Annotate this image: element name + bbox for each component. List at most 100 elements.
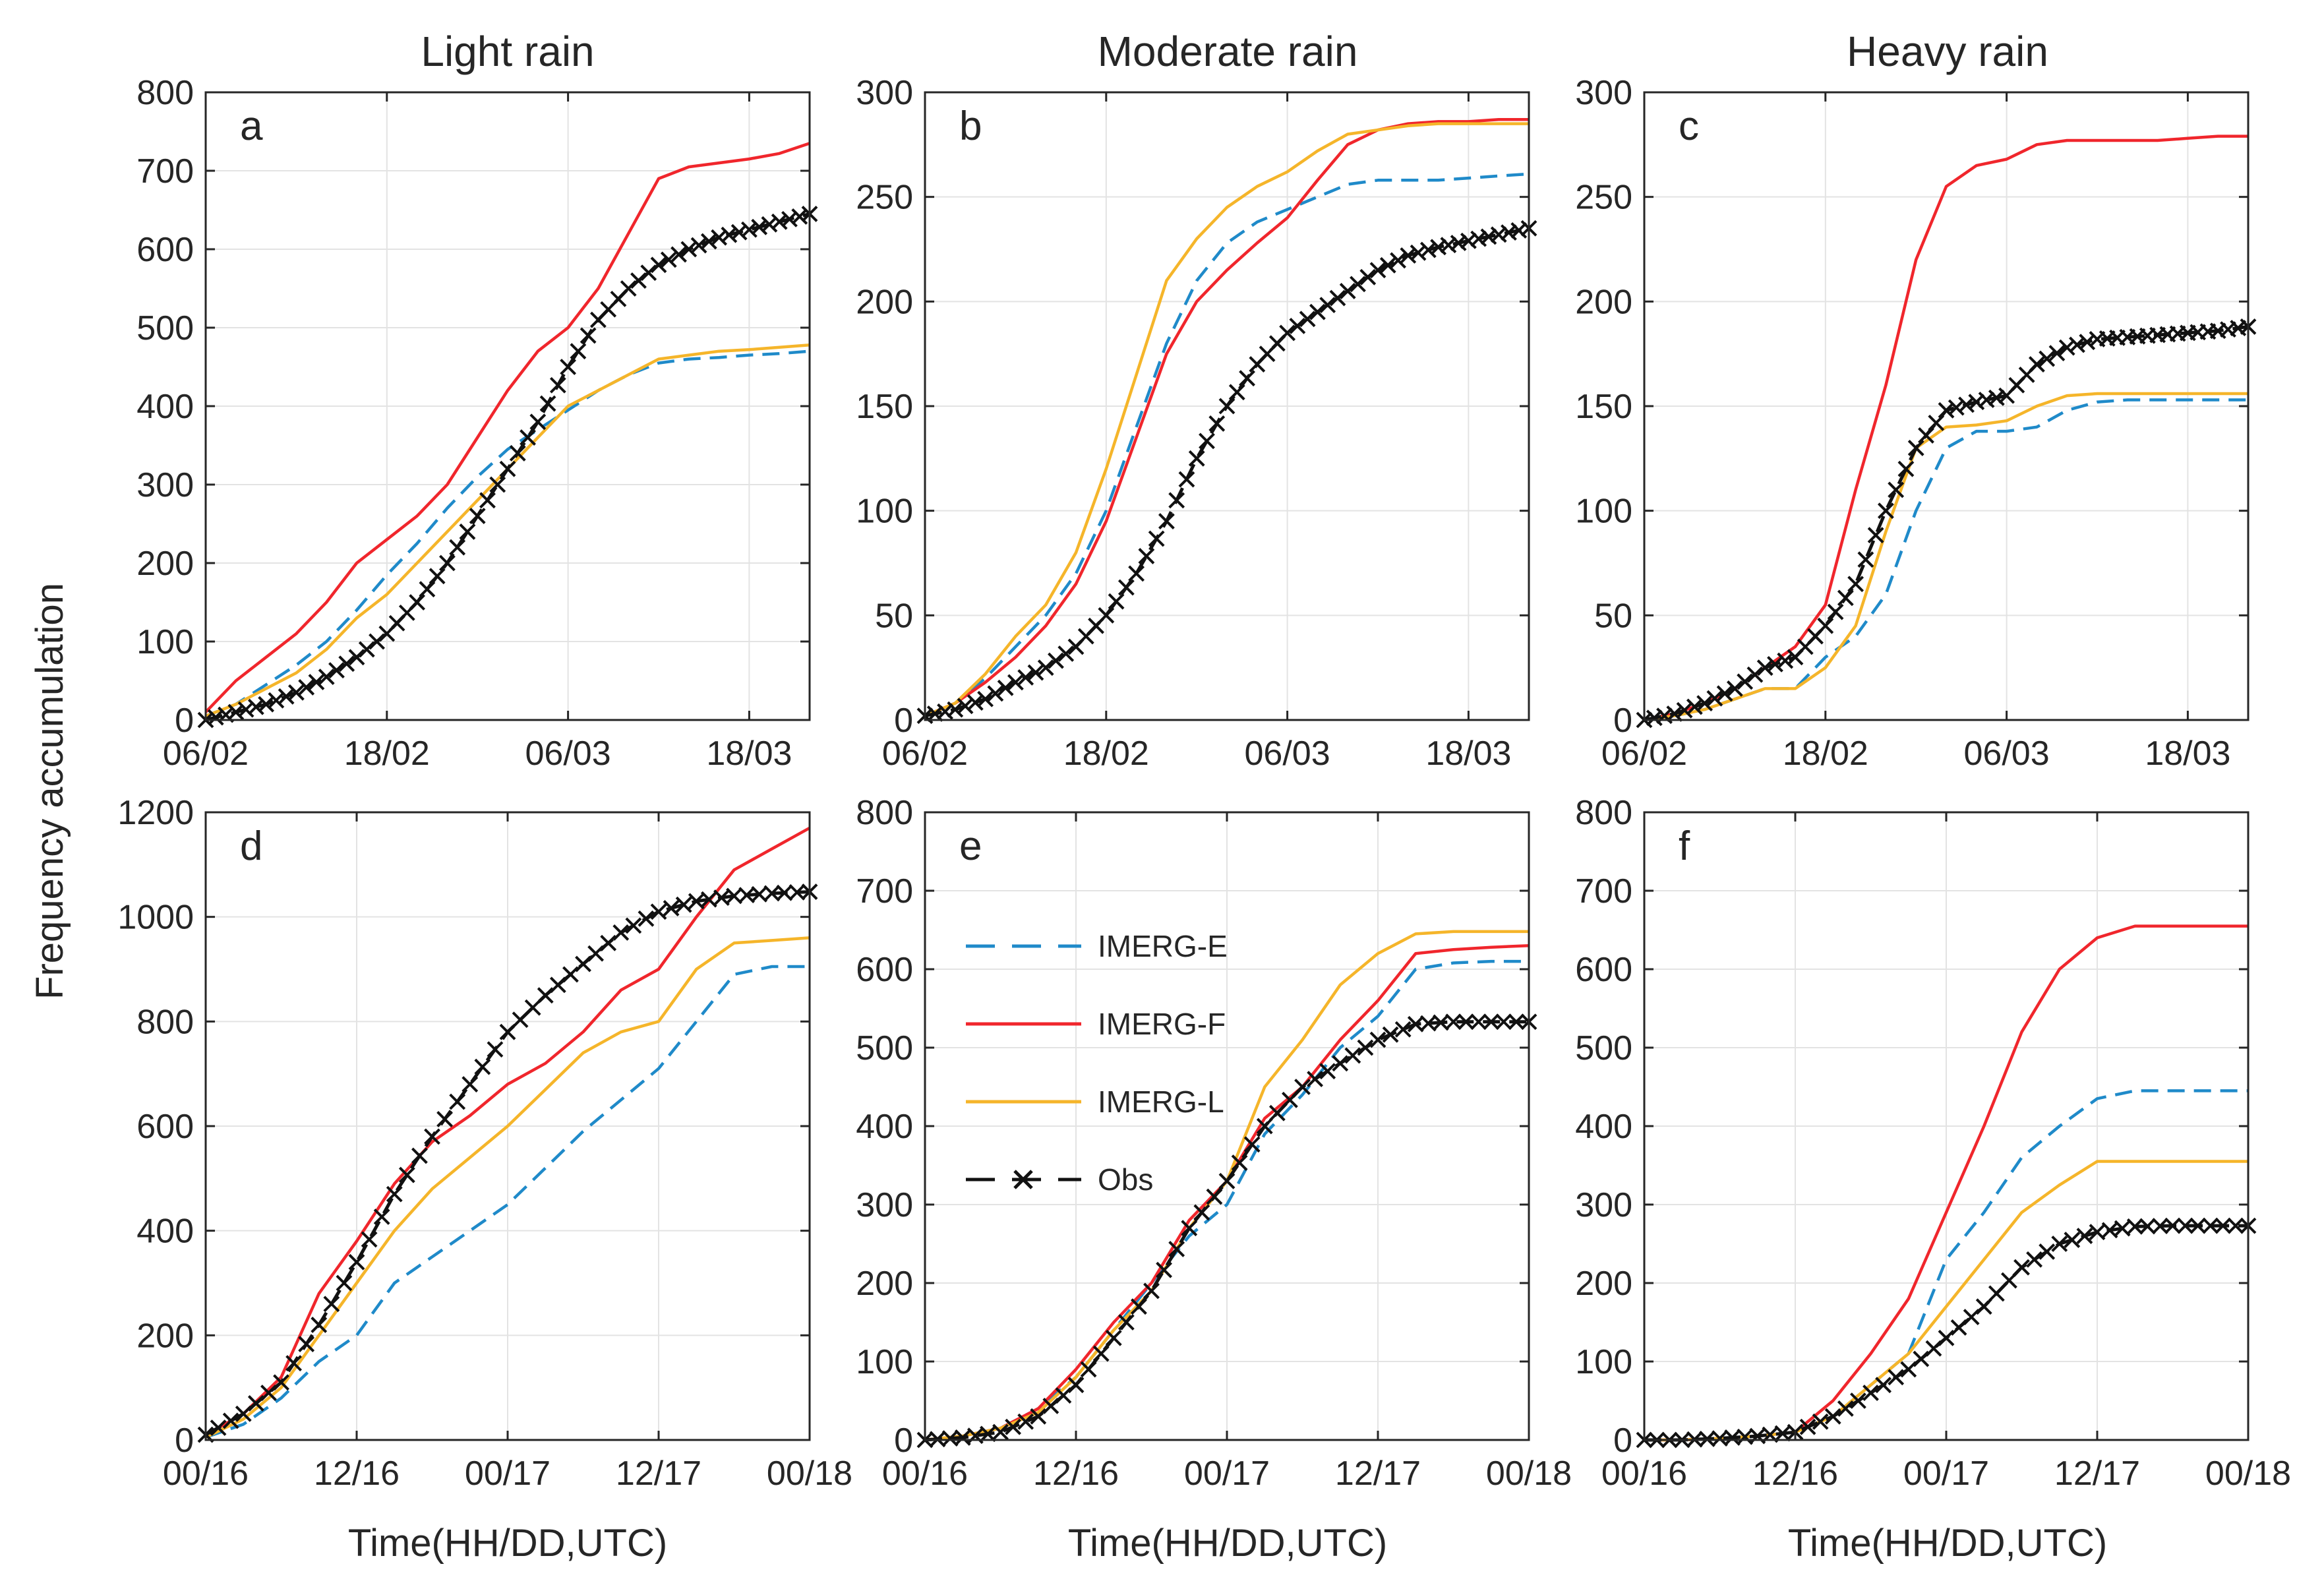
- obs-marker: [1948, 399, 1965, 416]
- obs-marker: [670, 246, 687, 263]
- obs-marker: [227, 703, 245, 721]
- obs-marker: [1369, 262, 1386, 279]
- y-tick-label: 0: [894, 1421, 913, 1460]
- x-tick-label: 00/18: [767, 1454, 852, 1493]
- obs-marker: [2051, 1236, 2068, 1252]
- obs-marker: [1188, 450, 1205, 467]
- obs-marker: [273, 1374, 289, 1391]
- obs-marker: [479, 492, 496, 509]
- obs-marker: [328, 662, 345, 679]
- obs-marker: [1199, 433, 1215, 450]
- obs-marker: [650, 903, 667, 920]
- series-line-imerg-l: [205, 936, 810, 1439]
- obs-marker: [438, 554, 456, 572]
- obs-marker: [1850, 1392, 1866, 1409]
- panel-a: 0 100 200 300 400 500 600 700 800 06/02 18/02 06/03…: [136, 74, 818, 773]
- obs-marker: [2064, 1232, 2081, 1248]
- y-tick-label: 600: [136, 231, 194, 269]
- legend-marker: [1013, 1170, 1033, 1189]
- obs-marker: [2079, 334, 2096, 351]
- obs-marker: [1131, 1298, 1147, 1315]
- y-tick-label: 300: [856, 74, 913, 112]
- obs-marker: [2069, 336, 2085, 353]
- obs-marker: [1080, 1361, 1097, 1378]
- legend-item-imerg-l: IMERG-L: [966, 1085, 1224, 1119]
- obs-marker: [660, 251, 677, 268]
- obs-marker: [1777, 652, 1794, 669]
- obs-marker: [1359, 268, 1377, 285]
- y-axis-title: Frequency accumulation: [28, 583, 71, 1000]
- obs-marker: [1294, 1079, 1311, 1095]
- obs-marker: [1407, 1015, 1424, 1032]
- obs-marker: [1756, 659, 1773, 676]
- obs-marker: [1228, 384, 1245, 401]
- obs-marker: [1958, 396, 1975, 413]
- legend-item-imerg-f: IMERG-F: [966, 1007, 1226, 1041]
- obs-marker: [2026, 1251, 2042, 1268]
- obs-marker: [700, 233, 717, 250]
- obs-marker: [1400, 247, 1417, 264]
- y-tick-label: 300: [1575, 74, 1632, 112]
- obs-marker: [210, 1420, 227, 1436]
- obs-marker: [1357, 1039, 1374, 1056]
- x-tick-label: 18/02: [1063, 734, 1149, 773]
- obs-marker: [462, 1076, 479, 1092]
- obs-marker: [791, 208, 808, 225]
- obs-marker: [1282, 1091, 1298, 1108]
- obs-marker: [570, 343, 587, 360]
- obs-marker: [630, 272, 647, 289]
- y-tick-label: 200: [856, 283, 913, 321]
- obs-marker: [436, 1111, 453, 1127]
- obs-marker: [1382, 1026, 1399, 1043]
- x-tick-label: 18/02: [344, 734, 430, 773]
- x-tick-label: 06/02: [882, 734, 968, 773]
- obs-marker: [207, 709, 224, 726]
- obs-marker: [398, 1166, 415, 1183]
- obs-marker: [575, 955, 591, 972]
- obs-marker: [1309, 303, 1326, 320]
- panel-label-f: f: [1679, 823, 1690, 869]
- obs-marker: [640, 264, 657, 282]
- x-tick-label: 06/02: [163, 734, 249, 773]
- obs-marker: [967, 694, 984, 711]
- obs-marker: [1877, 502, 1894, 520]
- series-line-imerg-l: [1644, 392, 2248, 722]
- obs-marker: [1837, 1400, 1854, 1417]
- panel-label-a: a: [240, 104, 263, 149]
- obs-marker: [1017, 669, 1034, 686]
- legend-label: IMERG-L: [1098, 1085, 1224, 1119]
- y-tick-label: 1200: [117, 794, 194, 832]
- obs-marker: [358, 641, 375, 658]
- obs-marker: [1706, 690, 1723, 707]
- obs-marker: [1812, 1413, 1829, 1430]
- obs-marker: [957, 698, 974, 715]
- y-tick-label: 0: [1613, 702, 1632, 740]
- y-tick-label: 100: [1575, 493, 1632, 531]
- x-tick-label: 06/03: [1245, 734, 1330, 773]
- obs-marker: [1030, 1408, 1047, 1425]
- obs-marker: [600, 934, 617, 951]
- obs-marker: [1445, 1013, 1462, 1031]
- obs-marker: [247, 1395, 264, 1412]
- y-tick-label: 0: [175, 702, 194, 740]
- y-tick-label: 300: [1575, 1186, 1632, 1224]
- obs-marker: [1350, 276, 1366, 293]
- x-axis-title-d: Time(HH/DD,UTC): [348, 1522, 667, 1565]
- obs-marker: [2039, 1243, 2056, 1260]
- x-tick-label: 12/17: [616, 1454, 701, 1493]
- y-tick-label: 800: [1575, 794, 1632, 832]
- x-tick-label: 00/17: [1184, 1454, 1270, 1493]
- legend-label: IMERG-F: [1098, 1007, 1226, 1041]
- x-tick-label: 00/16: [163, 1454, 249, 1493]
- panel-label-d: d: [240, 823, 262, 869]
- x-tick-label: 00/16: [882, 1454, 968, 1493]
- obs-marker: [1686, 698, 1703, 715]
- obs-marker: [1206, 1188, 1223, 1205]
- obs-marker: [1058, 645, 1075, 662]
- obs-marker: [1344, 1047, 1361, 1064]
- y-tick-label: 0: [894, 702, 913, 740]
- obs-marker: [1168, 492, 1185, 509]
- obs-marker: [1433, 1014, 1449, 1031]
- obs-marker: [1218, 1172, 1236, 1189]
